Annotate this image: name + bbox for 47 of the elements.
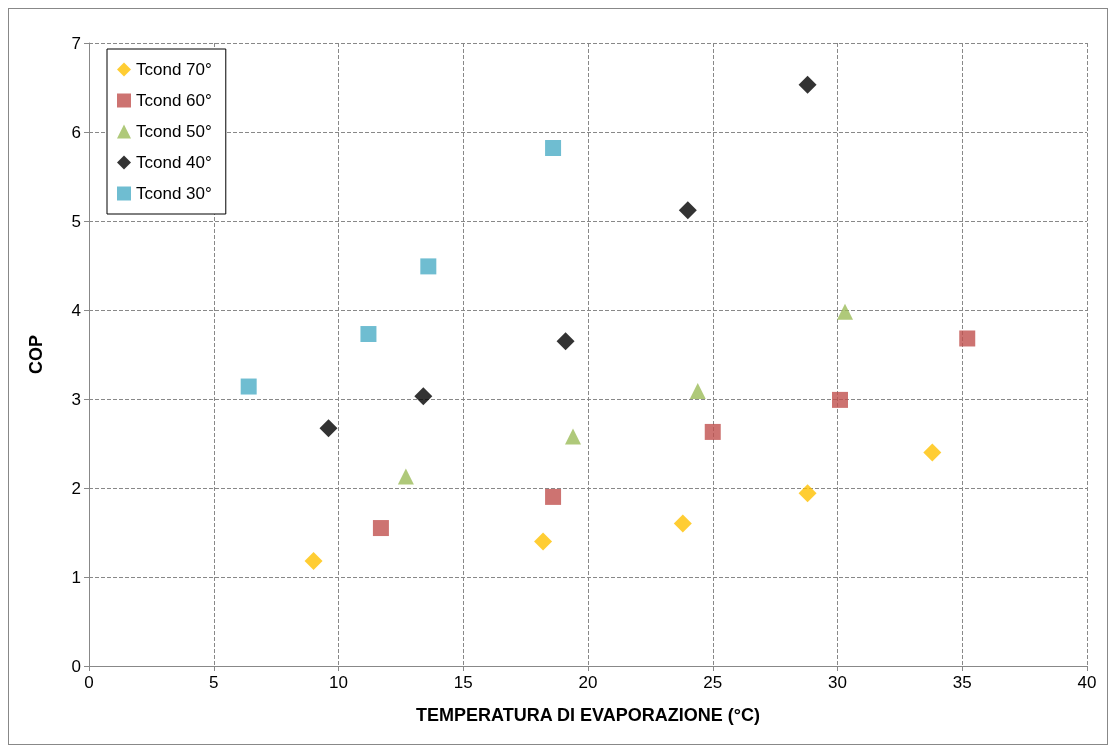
x-tick-label: 5 <box>209 673 219 692</box>
x-tick-label: 0 <box>84 673 94 692</box>
point <box>565 428 582 445</box>
point <box>360 326 377 343</box>
point <box>319 419 338 438</box>
y-tick-label: 0 <box>71 656 81 676</box>
legend-label: Tcond 60° <box>136 91 212 110</box>
point <box>798 75 817 94</box>
x-tick-label: 20 <box>578 673 598 692</box>
point <box>556 332 575 351</box>
x-axis-title: TEMPERATURA DI EVAPORAZIONE (°C) <box>416 705 760 725</box>
y-tick-label: 3 <box>71 389 81 409</box>
point <box>836 303 853 320</box>
y-tick-label: 6 <box>71 122 81 142</box>
y-tick-label: 4 <box>71 300 81 320</box>
point <box>798 484 817 503</box>
x-tick-label: 25 <box>703 673 723 692</box>
point <box>689 382 706 399</box>
y-axis-title: COP <box>26 334 46 375</box>
point <box>704 423 721 440</box>
point <box>923 443 942 462</box>
point <box>678 201 697 220</box>
point <box>831 391 848 408</box>
point <box>372 520 389 537</box>
point <box>397 468 414 485</box>
legend-label: Tcond 40° <box>136 153 212 172</box>
point <box>534 532 553 551</box>
legend-label: Tcond 70° <box>136 60 212 79</box>
y-tick-label: 2 <box>71 478 81 498</box>
y-tick-label: 1 <box>71 567 81 587</box>
point <box>673 514 692 533</box>
legend-label: Tcond 50° <box>136 122 212 141</box>
x-tick-label: 40 <box>1077 673 1097 692</box>
y-tick-label: 5 <box>71 211 81 231</box>
x-tick-label: 30 <box>828 673 847 692</box>
x-tick-label: 15 <box>453 673 473 692</box>
point <box>304 551 323 570</box>
point <box>414 387 433 406</box>
x-tick-label: 10 <box>329 673 348 692</box>
point <box>545 488 562 505</box>
point <box>545 140 562 157</box>
y-tick-label: 7 <box>71 33 81 53</box>
x-tick-label: 35 <box>952 673 972 692</box>
point <box>240 378 257 395</box>
legend-label: Tcond 30° <box>136 184 212 203</box>
point <box>420 258 437 275</box>
point <box>959 330 976 347</box>
